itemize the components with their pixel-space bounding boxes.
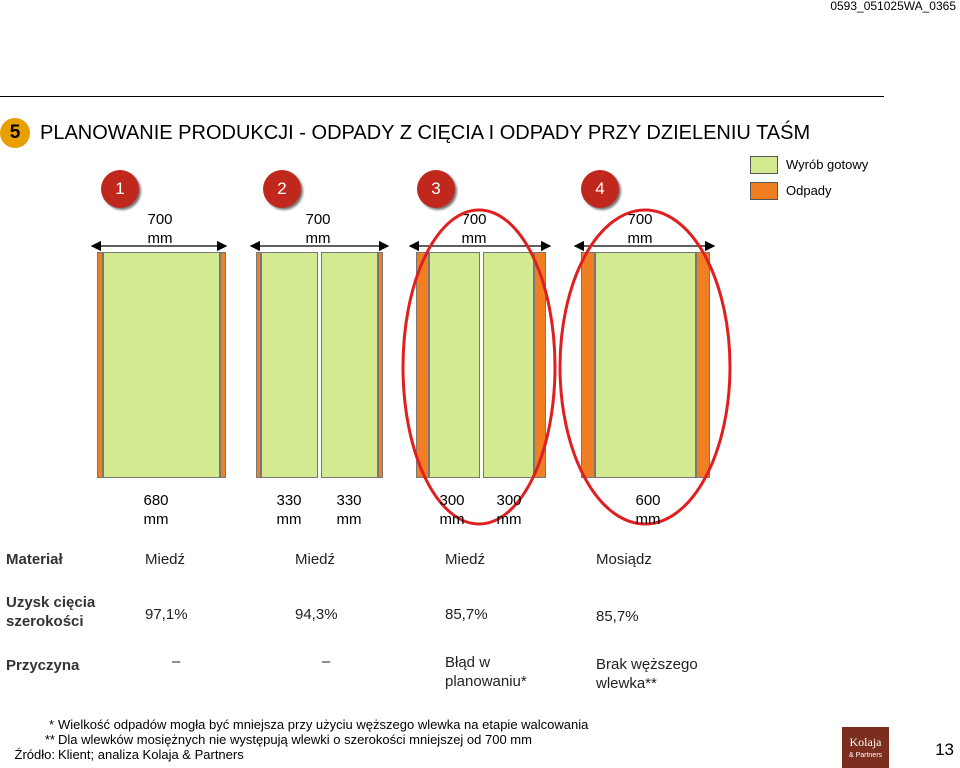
case-1-reason: – [172,653,181,670]
case-2-badge: 2 [263,170,301,208]
case-1-yield: 97,1% [145,606,188,623]
case-3-bottom-width-a: 300 mm [439,492,465,528]
document-code: 0593_051025WA_0365 [830,0,956,13]
case-1-top-width: 700 mm [147,211,173,247]
case-4-highlight-ellipse [558,208,732,526]
header-divider [0,96,884,97]
footnote-1-mark: * [48,717,54,732]
case-3-material: Miedź [445,551,486,568]
case-1-finished-strip [103,252,220,478]
case-1-bottom-width: 680 mm [143,492,169,528]
case-4-top-width: 700 mm [627,211,653,247]
case-4-finished-strip [595,252,696,478]
source-text: Klient; analiza Kolaja & Partners [58,747,244,762]
case-2-bottom-width-a: 330 mm [276,492,302,528]
legend-label-waste: Odpady [786,183,832,198]
case-2-top-width: 700 mm [305,211,331,247]
section-number-badge: 5 [0,118,30,148]
case-2-waste-right [378,252,383,478]
footnote-1-text: Wielkość odpadów mogła być mniejsza przy… [58,717,589,732]
page-number: 13 [935,740,954,759]
case-2-waste-left [256,252,261,478]
case-3-highlight-ellipse [401,208,557,526]
page-title: PLANOWANIE PRODUKCJI - ODPADY Z CIĘCIA I… [40,122,811,144]
case-3-badge: 3 [417,170,455,208]
case-2-reason: – [322,653,331,670]
case-4-badge: 4 [581,170,619,208]
case-1-material: Miedź [145,551,186,568]
case-3-waste-right [534,252,546,478]
case-3-top-width: 700 mm [461,211,487,247]
case-1-waste-right [220,252,226,478]
case-4-material: Mosiądz [596,551,652,568]
case-3-bottom-width-b: 300 mm [496,492,522,528]
case-3-waste-left [416,252,429,478]
case-2-finished-strip-b [321,252,378,478]
case-1-waste-left [97,252,103,478]
legend-swatch-waste [750,182,778,200]
case-4-reason: Brak węższego wlewka** [596,656,698,692]
case-3-reason: Błąd w planowaniu* [445,654,527,690]
case-1-badge: 1 [101,170,139,208]
footnote-2-mark: ** [44,732,55,747]
row-label-yield: Uzysk cięcia szerokości [6,594,96,630]
legend-swatch-finished [750,156,778,174]
footnote-2-text: Dla wlewków mosiężnych nie występują wle… [58,732,532,747]
kolaja-partners-logo: Kolaja & Partners [842,727,889,768]
case-3-finished-strip-a [429,252,480,478]
case-2-bottom-width-b: 330 mm [336,492,362,528]
source-label: Źródło: [14,747,55,762]
case-2-material: Miedź [295,551,336,568]
case-3-yield: 85,7% [445,606,488,623]
case-2-finished-strip-a [261,252,318,478]
case-2-yield: 94,3% [295,606,338,623]
legend-label-finished: Wyrób gotowy [786,157,869,172]
case-3-finished-strip-b [483,252,534,478]
row-label-reason: Przyczyna [6,657,80,674]
case-4-yield: 85,7% [596,608,639,625]
row-label-material: Materiał [6,551,63,568]
case-4-bottom-width: 600 mm [635,492,661,528]
